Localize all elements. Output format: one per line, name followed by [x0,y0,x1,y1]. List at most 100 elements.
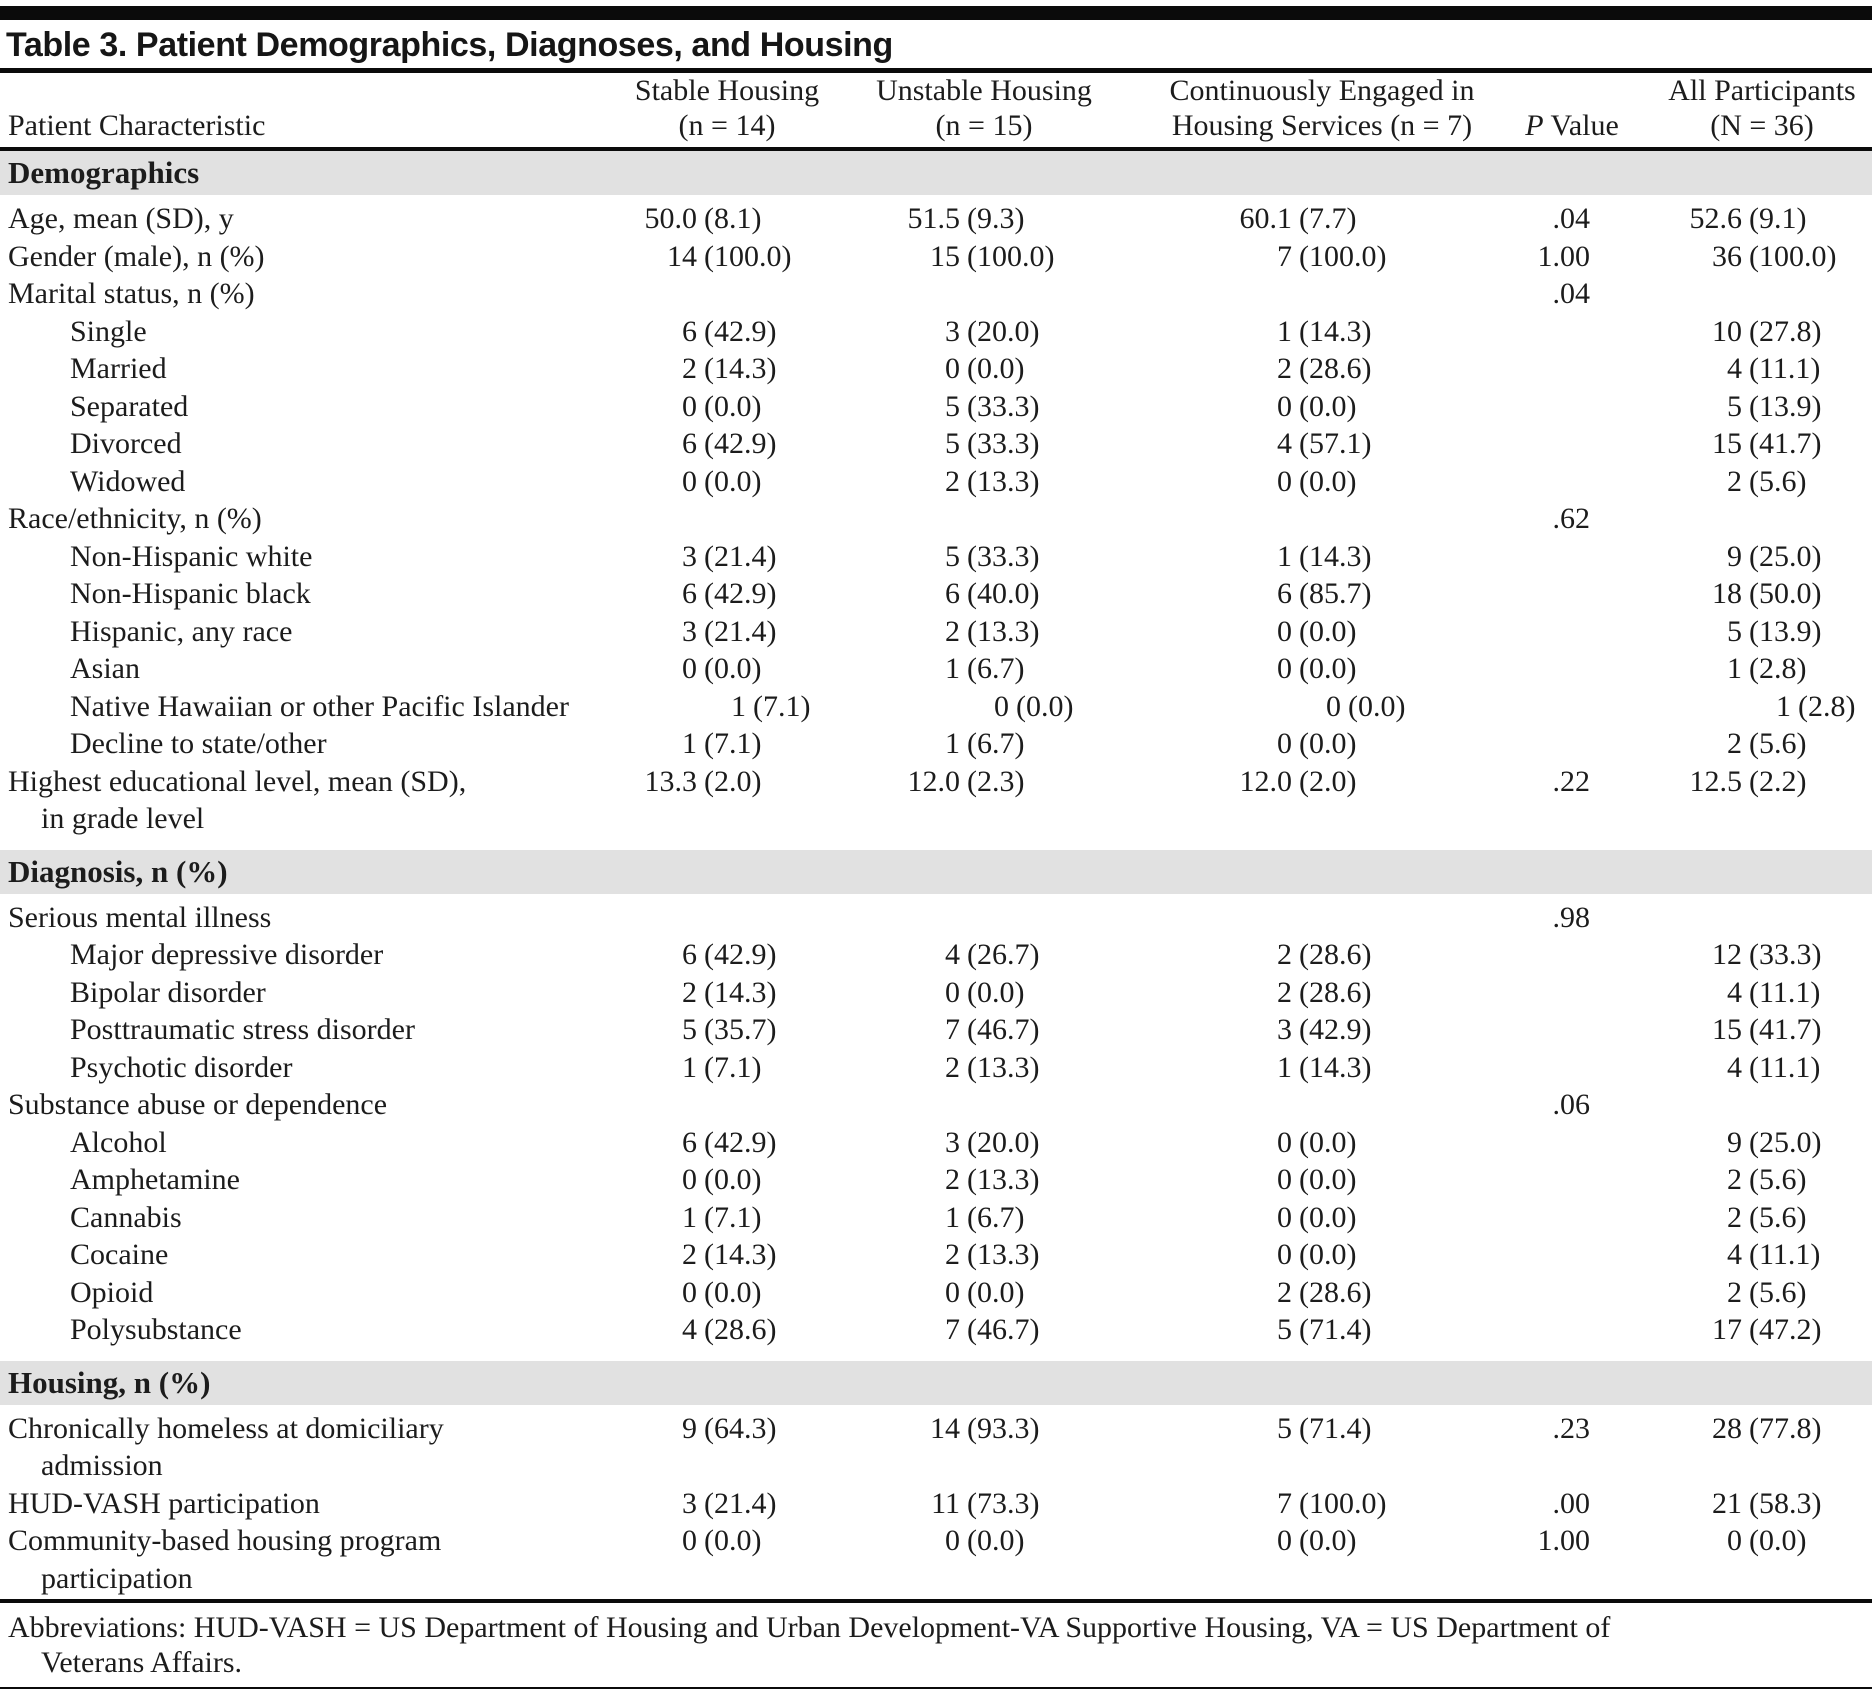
row-label: Non-Hispanic white [70,539,313,573]
cell-continuous-housing: 0 (0.0) [1277,1163,1357,1196]
table-row: Substance abuse or dependence .06 [0,1086,1872,1124]
row-label: Highest educational level, mean (SD), in … [8,764,467,836]
section-band: Housing, n (%) [0,1360,1872,1405]
cell-continuous-housing: 4 (57.1) [1277,427,1372,460]
footnote-rule [0,1599,1872,1603]
header-line: (n = 14) [678,109,776,142]
footnote-line2: Veterans Affairs. [41,1646,243,1679]
cell-unstable-housing: 15 (100.0) [930,239,1055,273]
cell-unstable-housing: 3 (20.0) [945,1125,1040,1159]
row-label: Psychotic disorder [70,1050,293,1084]
cell-continuous-housing: 7 (100.0) [1277,239,1387,273]
cell-p-value: .00 [1552,1486,1591,1520]
cell-stable-housing: 0 (0.0) [682,1524,762,1557]
table-row: Marital status, n (%) .04 [0,275,1872,313]
cell-all-participants: 1 (2.8) [1775,689,1856,723]
cell-continuous-housing: 60.1 (7.7) [1239,202,1357,235]
table-row: Polysubstance 4 (28.6) 7 (46.7) 5 (71.4) 17 (47.… [0,1311,1872,1349]
cell-all-participants: 15 (41.7) [1712,1013,1822,1046]
table-row: Non-Hispanic black 6 (42.9) 6 (40.0) 6 (85.7) 1… [0,575,1872,613]
cell-stable-housing: 5 (35.7) [682,1013,777,1046]
cell-p-value: .22 [1552,764,1591,798]
cell-stable-housing: 50.0 (8.1) [644,202,762,235]
cell-continuous-housing: 1 (14.3) [1277,1050,1372,1084]
col-header-stable-housing: Stable Housing (n = 14) [635,73,819,143]
cell-all-participants: 12.5 (2.2) [1689,764,1807,798]
row-label: Cocaine [70,1238,169,1271]
cell-all-participants: 36 (100.0) [1712,239,1837,273]
table-row: Widowed 0 (0.0) 2 (13.3) 0 (0.0) 2 (5.6) [0,463,1872,501]
cell-continuous-housing: 2 (28.6) [1277,352,1372,385]
title-rule [0,68,1872,73]
col-header-all-participants: All Participants (N = 36) [1668,73,1855,143]
row-label: Polysubstance [70,1313,242,1346]
table-title: Table 3. Patient Demographics, Diagnoses… [6,26,893,64]
col-header-unstable-housing: Unstable Housing (n = 15) [876,73,1092,143]
cell-all-participants: 5 (13.9) [1727,389,1822,423]
header-line: (n = 15) [935,109,1033,142]
cell-p-value: 1.00 [1537,239,1591,273]
cell-unstable-housing: 6 (40.0) [945,577,1040,610]
cell-all-participants: 4 (11.1) [1727,975,1821,1009]
cell-continuous-housing: 0 (0.0) [1277,1200,1357,1234]
cell-all-participants: 2 (5.6) [1727,1275,1807,1309]
cell-stable-housing: 0 (0.0) [682,652,762,685]
row-label: Chronically homeless at domiciliary admis… [8,1411,444,1483]
cell-all-participants: 2 (5.6) [1727,464,1807,498]
cell-all-participants: 12 (33.3) [1712,938,1822,971]
row-label: Married [70,352,167,385]
cell-unstable-housing: 2 (13.3) [945,464,1040,498]
table-row: Single 6 (42.9) 3 (20.0) 1 (14.3) 10 (27.8) [0,313,1872,351]
row-label: Non-Hispanic black [70,577,311,610]
cell-continuous-housing: 5 (71.4) [1277,1313,1372,1346]
cell-unstable-housing: 1 (6.7) [945,727,1025,760]
cell-all-participants: 52.6 (9.1) [1689,202,1807,235]
cell-stable-housing: 2 (14.3) [682,1238,777,1271]
cell-all-participants: 2 (5.6) [1727,1200,1807,1234]
table-row: Hispanic, any race 3 (21.4) 2 (13.3) 0 (0.0) 5(… [0,613,1872,651]
cell-p-value: .04 [1552,277,1591,310]
cell-stable-housing: 9 (64.3) [682,1411,777,1445]
cell-all-participants: 9 (25.0) [1727,539,1822,573]
cell-all-participants: 15 (41.7) [1712,427,1822,460]
cell-unstable-housing: 51.5 (9.3) [907,202,1025,235]
table-row: Divorced 6 (42.9) 5 (33.3) 4 (57.1) 15 (41.7) [0,425,1872,463]
row-label: Divorced [70,427,182,460]
table-row: Bipolar disorder 2 (14.3) 0 (0.0) 2 (28.6) 4 (11… [0,974,1872,1012]
table-row: Major depressive disorder 6 (42.9) 4 (26.7) 2… [0,936,1872,974]
cell-continuous-housing: 0 (0.0) [1277,1238,1357,1271]
cell-all-participants: 10 (27.8) [1712,314,1822,348]
cell-stable-housing: 3 (21.4) [682,1486,777,1520]
cell-continuous-housing: 0 (0.0) [1277,389,1357,423]
row-label: HUD-VASH participation [8,1486,320,1520]
cell-continuous-housing: 3 (42.9) [1277,1013,1372,1046]
row-label: Bipolar disorder [70,975,266,1009]
table-row: Community-based housing program participa… [0,1522,1872,1597]
table-row: Chronically homeless at domiciliary admis… [0,1410,1872,1485]
cell-continuous-housing: 12.0 (2.0) [1239,764,1357,798]
section-band: Demographics [0,151,1872,195]
cell-unstable-housing: 4 (26.7) [945,938,1040,971]
cell-stable-housing: 6 (42.9) [682,314,777,348]
cell-all-participants: 9 (25.0) [1727,1125,1822,1159]
section-band: Diagnosis, n (%) [0,849,1872,894]
table-row: Separated 0 (0.0) 5 (33.3) 0 (0.0) 5 (13.9) [0,388,1872,426]
row-label: Alcohol [70,1125,167,1159]
table-row: Native Hawaiian or other Pacific Islande… [0,688,1872,726]
cell-unstable-housing: 2 (13.3) [945,1163,1040,1196]
row-label: Marital status, n (%) [8,277,255,310]
cell-unstable-housing: 0 (0.0) [945,975,1025,1009]
cell-p-value: 1.00 [1537,1524,1591,1557]
header-line: All Participants [1668,74,1856,107]
cell-p-value: .04 [1552,202,1591,235]
cell-stable-housing: 1 (7.1) [682,1050,762,1084]
cell-all-participants: 5 (13.9) [1727,614,1822,648]
header-line: (N = 36) [1710,109,1814,142]
col-header-patient-characteristic: Patient Characteristic [8,109,266,142]
cell-unstable-housing: 3 (20.0) [945,314,1040,348]
cell-unstable-housing: 2 (13.3) [945,1238,1040,1271]
table-row: Cannabis 1 (7.1) 1 (6.7) 0 (0.0) 2 (5.6) [0,1199,1872,1237]
header-line: Stable Housing [634,74,820,107]
cell-unstable-housing: 5 (33.3) [945,389,1040,423]
